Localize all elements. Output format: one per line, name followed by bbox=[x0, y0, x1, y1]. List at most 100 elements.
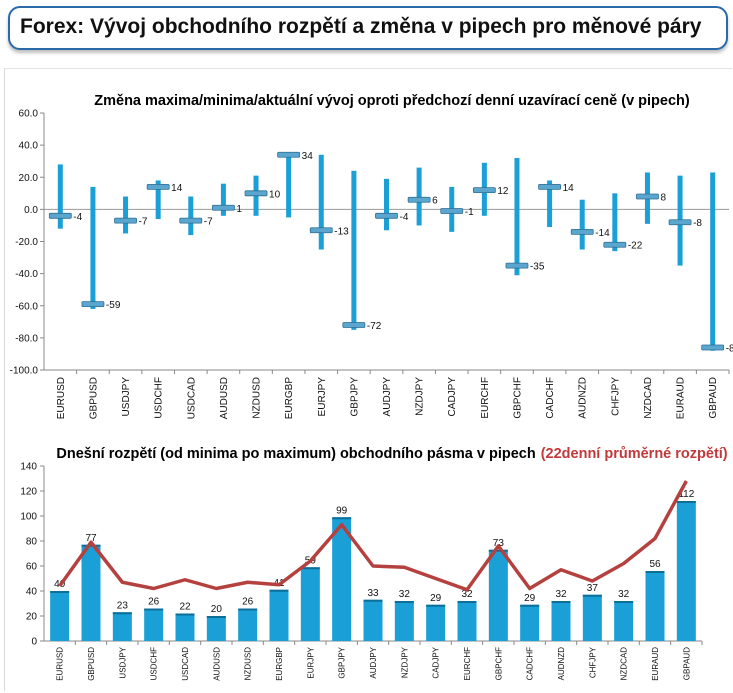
category-label: USDCHF bbox=[150, 647, 159, 680]
range-bar bbox=[645, 571, 665, 641]
bar-cap bbox=[520, 604, 540, 607]
bar-cap bbox=[426, 604, 446, 607]
bar-value-label: 32 bbox=[555, 589, 567, 600]
range-bar bbox=[90, 186, 96, 309]
category-label: NZDJPY bbox=[400, 646, 409, 678]
chart2-title-accent: (22denní průměrné rozpětí) bbox=[541, 446, 728, 462]
range-bar bbox=[514, 157, 520, 276]
header-banner: Forex: Vývoj obchodního rozpětí a změna … bbox=[8, 6, 728, 50]
category-label: AUDNZD bbox=[578, 377, 589, 419]
range-bar bbox=[332, 517, 352, 641]
category-label: GBPAUD bbox=[682, 647, 691, 680]
category-label: AUDUSD bbox=[219, 377, 230, 419]
category-label: NZDUSD bbox=[252, 377, 263, 419]
range-bar bbox=[123, 196, 129, 234]
bar-value-label: 99 bbox=[336, 505, 348, 516]
bar-value-label: 37 bbox=[587, 583, 599, 594]
current-marker bbox=[538, 183, 561, 190]
range-bar bbox=[50, 591, 70, 641]
range-bar bbox=[175, 613, 195, 641]
current-value-label: -14 bbox=[595, 228, 610, 239]
current-value-label: -13 bbox=[334, 226, 349, 237]
bar-cap bbox=[50, 591, 70, 593]
range-bar bbox=[188, 196, 194, 236]
category-label: USDCAD bbox=[181, 647, 190, 681]
pip-change-chart: Změna maxima/minima/aktuální vývoj oprot… bbox=[10, 93, 733, 419]
range-bar bbox=[351, 170, 357, 330]
y-tick-label: -80.0 bbox=[15, 333, 38, 344]
range-bar bbox=[238, 608, 258, 641]
page-title: Forex: Vývoj obchodního rozpětí a změna … bbox=[20, 15, 702, 38]
category-label: CADCHF bbox=[526, 647, 535, 680]
current-value-label: -86 bbox=[726, 344, 733, 355]
bar-value-label: 32 bbox=[618, 589, 630, 600]
current-marker bbox=[570, 228, 594, 235]
bar-cap bbox=[269, 589, 289, 592]
current-value-label: 8 bbox=[660, 193, 666, 204]
y-tick-label: 100 bbox=[20, 512, 37, 523]
current-marker bbox=[701, 344, 725, 351]
bar-value-label: 73 bbox=[493, 538, 505, 549]
bar-cap bbox=[394, 601, 414, 603]
bar-value-label: 22 bbox=[179, 602, 191, 613]
y-tick-label: 40 bbox=[26, 587, 38, 598]
range-bar bbox=[457, 601, 477, 641]
y-tick-label: -40.0 bbox=[15, 269, 38, 280]
average-range-line bbox=[58, 480, 688, 592]
bar-cap bbox=[81, 544, 101, 547]
category-label: AUDJPY bbox=[369, 646, 378, 678]
range-bar bbox=[81, 544, 101, 641]
category-label: CADCHF bbox=[545, 377, 556, 419]
current-value-label: -1 bbox=[465, 207, 474, 218]
range-bar bbox=[155, 180, 161, 220]
category-label: USDCAD bbox=[186, 377, 197, 419]
category-label: USDJPY bbox=[118, 646, 127, 678]
current-value-label: 14 bbox=[563, 183, 575, 194]
current-marker bbox=[179, 217, 203, 224]
current-value-label: -4 bbox=[400, 212, 409, 223]
range-bar bbox=[676, 501, 696, 641]
y-tick-label: -60.0 bbox=[15, 301, 38, 312]
bar-value-label: 112 bbox=[678, 489, 694, 500]
current-value-label: -8 bbox=[693, 218, 702, 229]
category-label: NZDUSD bbox=[244, 647, 253, 681]
category-label: GBPAUD bbox=[708, 377, 719, 419]
bar-value-label: 56 bbox=[649, 559, 661, 570]
bar-value-label: 32 bbox=[399, 589, 411, 600]
category-label: CADJPY bbox=[432, 646, 441, 678]
range-bar bbox=[318, 154, 324, 250]
bar-value-label: 77 bbox=[85, 533, 97, 544]
current-marker bbox=[114, 217, 137, 224]
category-label: USDJPY bbox=[121, 377, 132, 417]
chart2-title-main: Dnešní rozpětí (od minima po maximum) ob… bbox=[56, 446, 535, 462]
chart2-title: Dnešní rozpětí (od minima po maximum) ob… bbox=[56, 446, 727, 462]
category-label: NZDCAD bbox=[620, 647, 629, 681]
category-label: GBPCHF bbox=[512, 377, 523, 419]
current-marker bbox=[472, 187, 496, 194]
y-tick-label: 20 bbox=[26, 612, 38, 623]
range-bar bbox=[520, 604, 540, 641]
bar-cap bbox=[488, 549, 508, 552]
range-bar bbox=[269, 589, 289, 641]
y-tick-label: 60.0 bbox=[19, 109, 39, 120]
category-label: CHFJPY bbox=[588, 646, 597, 678]
y-tick-label: 0.0 bbox=[24, 205, 38, 216]
bar-cap bbox=[551, 601, 571, 603]
bar-cap bbox=[676, 501, 696, 503]
bar-value-label: 32 bbox=[461, 589, 473, 600]
bar-cap bbox=[300, 567, 320, 570]
bar-cap bbox=[144, 608, 164, 611]
range-bar bbox=[612, 193, 618, 252]
category-label: USDCHF bbox=[154, 377, 165, 419]
range-bar bbox=[426, 604, 446, 641]
bar-value-label: 29 bbox=[430, 593, 442, 604]
category-label: EURAUD bbox=[651, 647, 660, 681]
category-label: AUDNZD bbox=[557, 647, 566, 681]
category-label: EURAUD bbox=[676, 377, 687, 419]
range-bar bbox=[551, 601, 571, 641]
category-label: GBPUSD bbox=[87, 647, 96, 681]
category-label: AUDUSD bbox=[212, 647, 221, 681]
y-tick-label: -100.0 bbox=[10, 366, 39, 377]
current-marker bbox=[212, 204, 235, 211]
